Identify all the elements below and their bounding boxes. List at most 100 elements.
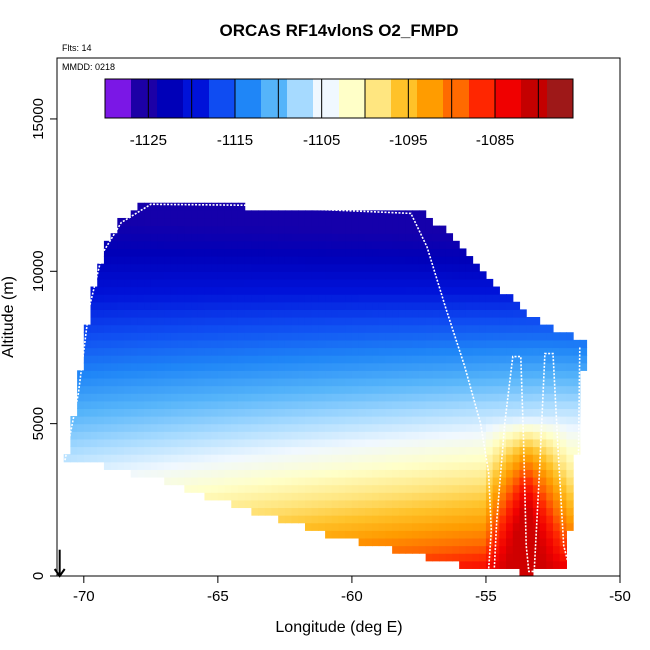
heat-cell bbox=[130, 233, 139, 242]
heat-cell bbox=[439, 355, 447, 364]
heat-cell bbox=[566, 355, 574, 364]
heat-cell bbox=[499, 309, 507, 318]
heat-cell bbox=[103, 294, 112, 303]
heat-cell bbox=[345, 355, 353, 364]
heat-cell bbox=[291, 377, 299, 387]
heat-cell bbox=[264, 309, 273, 318]
heat-cell bbox=[224, 202, 232, 211]
heat-cell bbox=[479, 339, 487, 349]
heat-cell bbox=[378, 492, 387, 501]
heat-cell bbox=[432, 385, 440, 394]
heat-cell bbox=[70, 446, 78, 455]
heat-cell bbox=[485, 537, 494, 547]
heat-cell bbox=[479, 469, 487, 478]
heat-cell bbox=[439, 278, 447, 288]
heat-cell bbox=[184, 454, 192, 463]
heat-cell bbox=[318, 324, 326, 333]
heat-cell bbox=[499, 385, 507, 394]
heat-cell bbox=[170, 423, 179, 432]
heat-cell bbox=[177, 347, 185, 356]
heat-cell bbox=[546, 355, 554, 364]
heat-cell bbox=[526, 393, 534, 402]
heat-cell bbox=[184, 309, 192, 318]
heat-cell bbox=[432, 233, 440, 242]
heat-cell bbox=[526, 545, 534, 554]
heat-cell bbox=[191, 263, 199, 272]
heat-cell bbox=[358, 499, 366, 509]
heat-cell bbox=[566, 400, 574, 410]
heat-cell bbox=[459, 438, 467, 448]
heat-cell bbox=[184, 370, 192, 379]
heat-cell bbox=[284, 263, 293, 272]
heat-cell bbox=[345, 408, 353, 417]
heat-cell bbox=[479, 400, 487, 410]
heat-cell bbox=[164, 263, 172, 272]
heat-cell bbox=[573, 377, 581, 387]
heat-cell bbox=[117, 278, 125, 288]
heat-cell bbox=[345, 423, 353, 432]
heat-cell bbox=[231, 294, 239, 303]
heat-cell bbox=[526, 408, 534, 417]
heat-cell bbox=[378, 256, 387, 265]
heat-cell bbox=[258, 240, 266, 250]
heat-cell bbox=[191, 271, 199, 280]
heat-cell bbox=[278, 278, 286, 288]
heat-cell bbox=[291, 317, 299, 326]
heat-cell bbox=[157, 469, 165, 478]
heat-cell bbox=[298, 370, 306, 379]
heat-cell bbox=[425, 301, 433, 310]
heat-cell bbox=[325, 256, 333, 265]
heat-cell bbox=[284, 461, 293, 470]
heat-cell bbox=[539, 355, 547, 364]
heat-cell bbox=[258, 393, 266, 402]
heat-cell bbox=[465, 560, 474, 569]
heat-cell bbox=[164, 286, 172, 295]
heat-cell bbox=[144, 294, 152, 303]
heat-cell bbox=[251, 370, 259, 379]
heat-cell bbox=[177, 454, 185, 463]
heat-cell bbox=[372, 370, 380, 379]
heat-cell bbox=[445, 286, 454, 295]
heat-cell bbox=[318, 317, 326, 326]
heat-cell bbox=[318, 263, 326, 272]
heat-cell bbox=[184, 423, 192, 432]
heat-cell bbox=[271, 370, 279, 379]
heat-cell bbox=[191, 339, 199, 349]
heat-cell bbox=[284, 256, 293, 265]
heat-cell bbox=[345, 362, 353, 371]
heat-cell bbox=[204, 271, 212, 280]
heat-cell bbox=[311, 400, 319, 410]
heat-cell bbox=[197, 484, 206, 493]
heat-cell bbox=[90, 393, 98, 402]
heat-cell bbox=[412, 492, 420, 501]
heat-cell bbox=[459, 416, 467, 425]
heat-cell bbox=[351, 332, 360, 341]
heat-cell bbox=[445, 484, 454, 493]
heat-cell bbox=[177, 416, 185, 425]
heat-cell bbox=[258, 492, 266, 501]
heat-cell bbox=[144, 400, 152, 410]
heat-cell bbox=[325, 217, 333, 227]
heat-cell bbox=[338, 446, 346, 455]
heat-cell bbox=[485, 339, 494, 349]
colorbar-swatch bbox=[313, 79, 340, 118]
heat-cell bbox=[177, 202, 185, 211]
heat-cell bbox=[264, 476, 273, 486]
heat-cell bbox=[392, 507, 400, 516]
heat-cell bbox=[338, 385, 346, 394]
heat-cell bbox=[372, 515, 380, 524]
heat-cell bbox=[311, 332, 319, 341]
heat-cell bbox=[392, 233, 400, 242]
heat-cell bbox=[83, 355, 92, 364]
heat-cell bbox=[372, 423, 380, 432]
heat-cell bbox=[425, 416, 433, 425]
heat-cell bbox=[124, 408, 132, 417]
heat-cell bbox=[398, 492, 407, 501]
heat-cell bbox=[83, 446, 92, 455]
heat-cell bbox=[372, 507, 380, 516]
colorbar-swatch bbox=[105, 79, 132, 118]
heat-cell bbox=[539, 438, 547, 448]
heat-cell bbox=[130, 248, 139, 257]
heat-cell bbox=[110, 400, 118, 410]
heat-cell bbox=[150, 423, 159, 432]
